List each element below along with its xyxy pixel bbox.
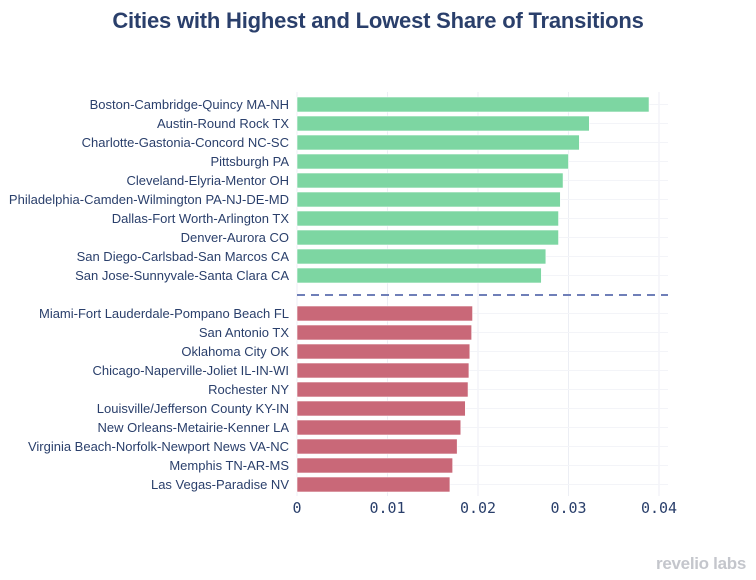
x-tick-label: 0.01 [369,499,405,517]
category-labels: Boston-Cambridge-Quincy MA-NH Austin-Roun… [9,97,289,492]
bar-highest [296,267,542,284]
category-label: San Jose-Sunnyvale-Santa Clara CA [75,268,289,283]
category-label: Las Vegas-Paradise NV [151,477,289,492]
bar-highest [296,96,650,113]
x-tick-label: 0 [292,499,301,517]
category-label: Memphis TN-AR-MS [169,458,289,473]
bar-lowest [296,381,469,398]
category-label: Philadelphia-Camden-Wilmington PA-NJ-DE-… [9,192,289,207]
bar-highest [296,153,569,170]
bar-highest [296,134,580,151]
category-label: New Orleans-Metairie-Kenner LA [98,420,290,435]
bar-highest [296,172,564,189]
bar-lowest [296,343,471,360]
category-label: Chicago-Naperville-Joliet IL-IN-WI [93,363,290,378]
category-label: Cleveland-Elyria-Mentor OH [126,173,289,188]
category-label: Virginia Beach-Norfolk-Newport News VA-N… [28,439,289,454]
bar-lowest [296,324,472,341]
category-label: San Antonio TX [199,325,289,340]
x-axis-ticks: 0 0.01 0.02 0.03 0.04 [292,499,677,517]
bars [296,96,650,493]
category-label: Oklahoma City OK [181,344,289,359]
category-label: Dallas-Fort Worth-Arlington TX [112,211,290,226]
category-label: Louisville/Jefferson County KY-IN [97,401,289,416]
category-label: Denver-Aurora CO [181,230,289,245]
bar-lowest [296,362,470,379]
bar-highest [296,115,590,132]
bar-highest [296,229,559,246]
bar-lowest [296,419,462,436]
bar-highest [296,248,547,265]
bar-lowest [296,476,451,493]
bar-highest [296,210,559,227]
category-label: San Diego-Carlsbad-San Marcos CA [77,249,290,264]
category-label: Pittsburgh PA [210,154,289,169]
category-label: Charlotte-Gastonia-Concord NC-SC [82,135,289,150]
bar-highest [296,191,561,208]
x-tick-label: 0.02 [460,499,496,517]
x-tick-label: 0.03 [550,499,586,517]
category-label: Boston-Cambridge-Quincy MA-NH [90,97,289,112]
chart-title: Cities with Highest and Lowest Share of … [112,8,644,33]
category-label: Austin-Round Rock TX [157,116,289,131]
brand-logo: revelio labs [656,554,746,573]
x-tick-label: 0.04 [641,499,677,517]
category-label: Miami-Fort Lauderdale-Pompano Beach FL [39,306,289,321]
bar-lowest [296,400,466,417]
bar-lowest [296,305,473,322]
bar-lowest [296,438,458,455]
category-label: Rochester NY [208,382,289,397]
bar-lowest [296,457,453,474]
